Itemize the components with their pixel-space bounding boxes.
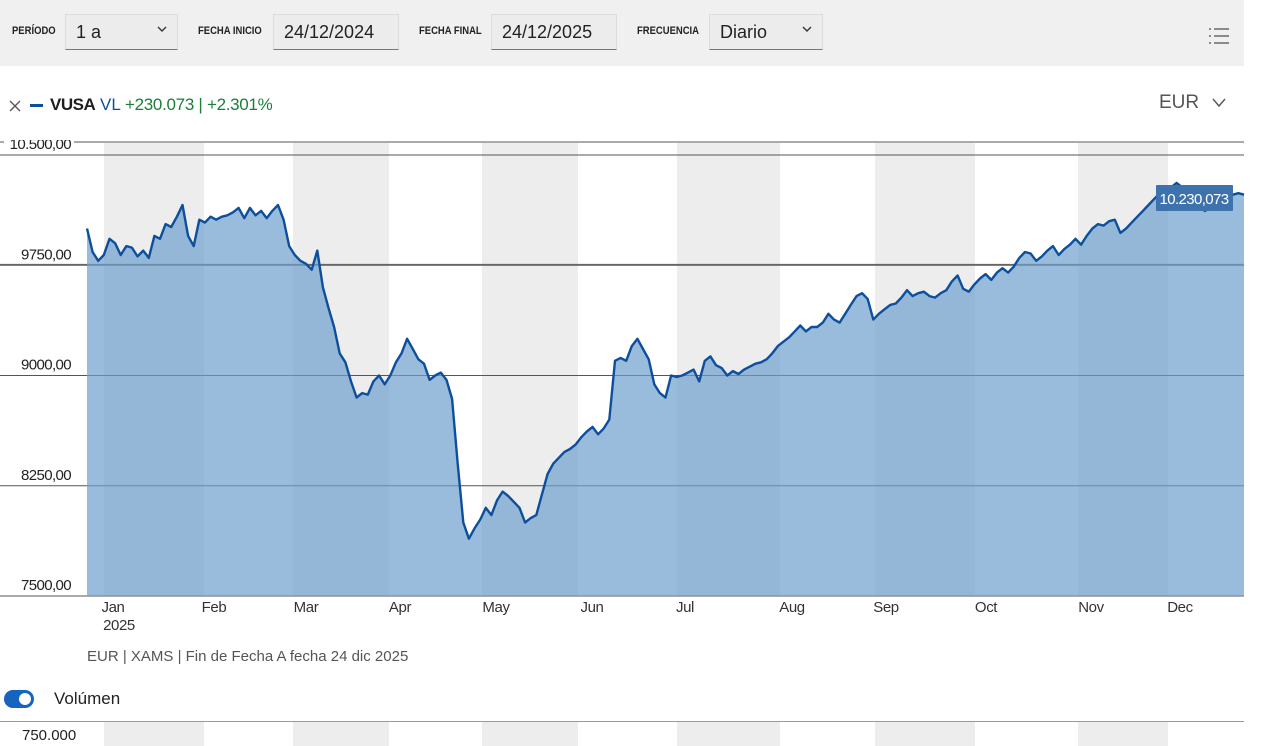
- xtick-label: Jul: [676, 599, 694, 616]
- xtick-label: Aug: [779, 599, 805, 616]
- volume-band: [482, 722, 578, 746]
- ytick-label: 9750,00: [21, 246, 71, 263]
- chevron-down-icon: [1212, 98, 1226, 108]
- xtick-label: Apr: [389, 599, 412, 616]
- frecuencia-value: Diario: [720, 22, 768, 42]
- close-icon[interactable]: [9, 100, 21, 112]
- ytick-label: 9000,00: [21, 357, 71, 374]
- volume-toggle[interactable]: [4, 690, 34, 708]
- series-swatch: [30, 104, 43, 107]
- ticker-label: VUSA: [50, 95, 96, 114]
- volume-tick: 750.000: [22, 727, 77, 744]
- chart-toolbar: PERÍODO 1 a FECHA INICIO 24/12/2024 FECH…: [0, 0, 1244, 66]
- change-label: +230.073 | +2.301%: [125, 95, 273, 114]
- year-label: 2025: [103, 617, 135, 634]
- last-value-badge: [1156, 185, 1233, 211]
- price-chart: 10.500,00 9750,00 9000,00 8250,00 7500,00 Ja…: [0, 140, 1245, 634]
- metric-label: VL: [100, 95, 121, 114]
- xtick-label: Jun: [581, 599, 604, 616]
- price-line: [85, 181, 1245, 540]
- volume-band: [677, 722, 780, 746]
- periodo-value: 1 a: [76, 22, 102, 42]
- volume-toggle-label: Volúmen: [54, 689, 121, 708]
- frecuencia-select[interactable]: Diario: [709, 14, 823, 50]
- last-value-label: 10.230,073: [1159, 191, 1228, 208]
- ytick-bg: [4, 462, 74, 483]
- fecha-final-input[interactable]: 24/12/2025: [491, 14, 617, 50]
- ytick-bg: [4, 140, 74, 152]
- fecha-final-value: 24/12/2025: [502, 22, 593, 42]
- xtick-label: Mar: [294, 599, 319, 616]
- fecha-inicio-value: 24/12/2024: [284, 22, 375, 42]
- frecuencia-label: FRECUENCIA: [637, 25, 700, 37]
- xtick-label: Dec: [1167, 599, 1193, 616]
- chevron-down-icon: [802, 26, 812, 32]
- currency-select[interactable]: EUR: [1150, 90, 1230, 118]
- xtick-label: Sep: [873, 599, 899, 616]
- source-note: EUR | XAMS | Fin de Fecha A fecha 24 dic…: [87, 648, 409, 665]
- fecha-inicio-label: FECHA INICIO: [198, 25, 262, 37]
- xtick-label: Feb: [202, 599, 227, 616]
- volume-band: [1078, 722, 1168, 746]
- ytick-bg: [4, 242, 74, 263]
- volume-band: [875, 722, 975, 746]
- toggle-knob: [19, 693, 31, 705]
- ytick-label: 10.500,00: [10, 140, 72, 153]
- xtick-label: Jan: [102, 599, 125, 616]
- ytick-label: 8250,00: [21, 467, 71, 484]
- xtick-label: Oct: [975, 599, 998, 616]
- ytick-bg: [4, 573, 74, 593]
- currency-value: EUR: [1159, 92, 1200, 113]
- volume-band: [293, 722, 389, 746]
- periodo-label: PERÍODO: [12, 25, 56, 37]
- xtick-label: May: [482, 599, 510, 616]
- list-icon[interactable]: [1208, 26, 1230, 46]
- periodo-select[interactable]: 1 a: [65, 14, 178, 50]
- fecha-inicio-input[interactable]: 24/12/2024: [273, 14, 399, 50]
- ytick-bg: [4, 352, 74, 373]
- price-area: [87, 182, 1244, 596]
- ytick-label: 7500,00: [21, 577, 71, 594]
- xtick-label: Nov: [1078, 599, 1104, 616]
- fecha-final-label: FECHA FINAL: [419, 25, 482, 37]
- chevron-down-icon: [157, 26, 167, 32]
- volume-band: [104, 722, 204, 746]
- volume-top-line: [0, 721, 1244, 722]
- series-legend: VUSA VL +230.073 | +2.301% EUR: [0, 92, 1244, 122]
